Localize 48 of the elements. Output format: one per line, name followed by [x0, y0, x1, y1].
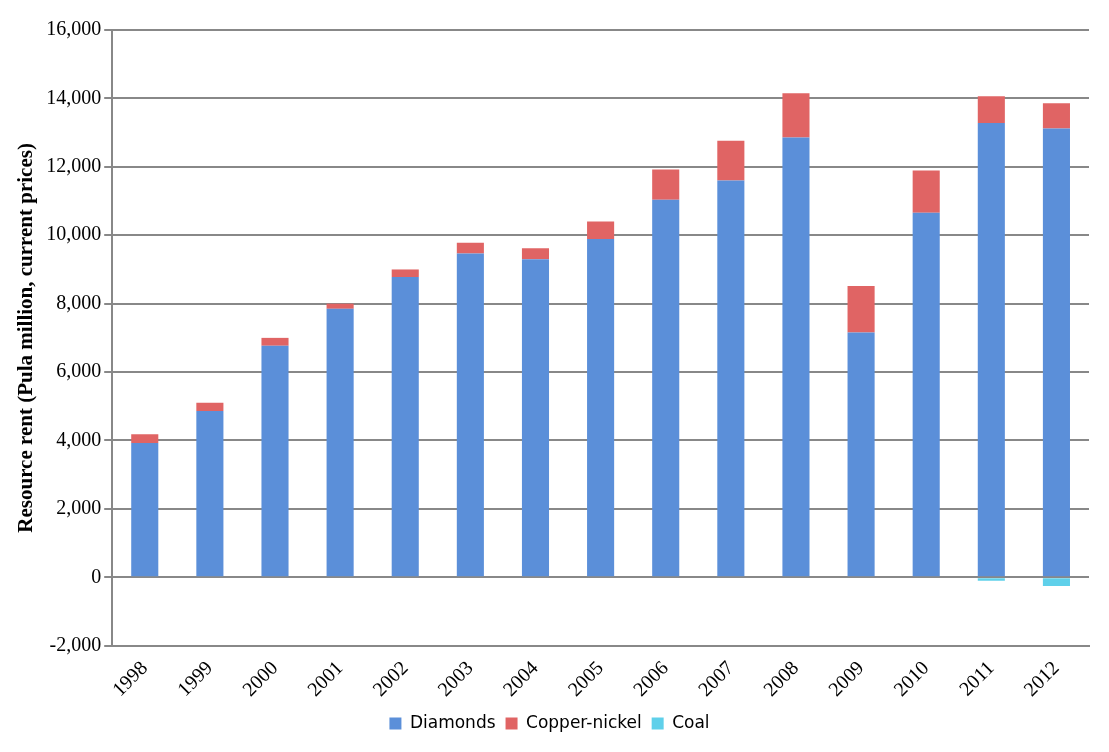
y-tick-label: -2,000 [49, 633, 102, 655]
bar [912, 212, 940, 577]
bar [1042, 103, 1070, 129]
bar [326, 303, 354, 309]
bar [391, 276, 419, 577]
bar [977, 578, 1005, 581]
x-tick-label: 1999 [172, 656, 217, 701]
bar [847, 332, 875, 577]
y-tick-label: 0 [91, 564, 102, 587]
y-tick-label: 8,000 [56, 290, 102, 313]
bar [456, 253, 484, 577]
y-tick-label: 6,000 [56, 359, 102, 382]
bar [652, 199, 680, 577]
y-tick-label: 14,000 [46, 85, 102, 108]
bar [717, 140, 745, 181]
bar [717, 180, 745, 577]
y-tick-label: 16,000 [46, 17, 102, 40]
bar [977, 96, 1005, 124]
bar [847, 285, 875, 333]
legend-label: Copper-nickel [526, 711, 642, 732]
bar [782, 137, 810, 577]
bar [131, 434, 159, 443]
y-tick-label: 10,000 [46, 222, 102, 245]
bar [977, 123, 1005, 577]
bar [587, 239, 615, 577]
y-axis-title: Resource rent (Pula million, current prices) [13, 143, 38, 533]
bar [1042, 578, 1070, 586]
bar [912, 170, 940, 213]
bar [1042, 128, 1070, 577]
bar [782, 93, 810, 138]
bar [587, 221, 615, 240]
bar [196, 402, 224, 412]
y-tick-label: 12,000 [46, 154, 102, 177]
bar [261, 337, 289, 346]
bar [196, 411, 224, 577]
bar [456, 242, 484, 254]
x-tick-label: 2011 [954, 656, 998, 700]
bar [326, 308, 354, 577]
legend-label: Coal [672, 711, 710, 732]
bar [261, 345, 289, 577]
bar [391, 269, 419, 277]
bar [131, 442, 159, 577]
bar [521, 248, 550, 260]
y-tick-label: 4,000 [56, 427, 102, 450]
y-tick-label: 2,000 [56, 496, 102, 519]
bar [652, 169, 680, 200]
bar [521, 259, 550, 577]
legend-label: Diamonds [409, 711, 496, 732]
